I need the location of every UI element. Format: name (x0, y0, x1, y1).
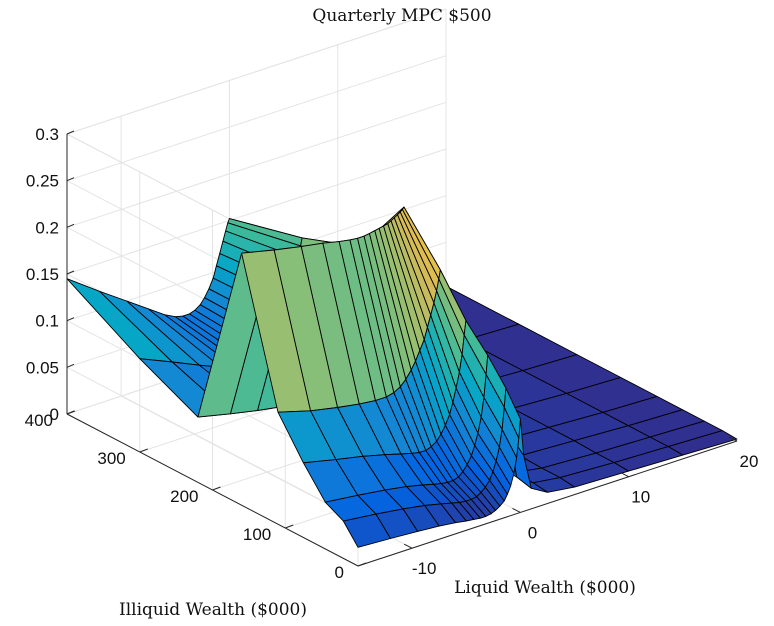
grid-line (66, 8, 447, 135)
grid-line (66, 148, 447, 275)
y-tick (285, 524, 294, 529)
z-tick-label: 0.3 (35, 125, 59, 144)
z-tick (66, 223, 75, 228)
x-tick (620, 472, 629, 478)
x-tick-label: 20 (740, 452, 759, 471)
y-tick-label: 0 (335, 563, 344, 582)
z-tick-label: 0.05 (26, 358, 59, 377)
y-tick (66, 410, 76, 415)
z-tick (66, 177, 75, 182)
grid-line (66, 55, 447, 182)
z-tick (66, 270, 75, 275)
y-tick-label: 100 (243, 525, 271, 544)
z-tick-label: 0.15 (26, 265, 59, 284)
y-axis-label: Illiquid Wealth ($000) (119, 600, 307, 620)
y-tick (357, 562, 367, 567)
z-tick-label: 0.25 (26, 172, 59, 191)
y-tick (212, 486, 221, 491)
y-tick-label: 200 (170, 487, 198, 506)
x-axis-line (357, 440, 738, 567)
tick-labels: 0 0.05 0.1 0.15 0.2 0.25 0.3 0 100 200 300 400 -10 0 1… (25, 125, 759, 582)
x-tick-label: 10 (631, 488, 650, 507)
z-tick-label: 0 (50, 405, 59, 424)
z-tick-label: 0.1 (35, 312, 59, 331)
chart-title: Quarterly MPC $500 (312, 6, 491, 26)
z-tick (66, 130, 75, 135)
z-tick (66, 317, 75, 322)
y-tick-label: 400 (25, 411, 53, 430)
x-tick-label: 0 (528, 523, 537, 542)
x-tick (403, 543, 413, 549)
x-tick (728, 436, 738, 442)
surface-face (342, 513, 391, 548)
y-tick (139, 448, 148, 453)
x-axis-label: Liquid Wealth ($000) (454, 578, 636, 598)
x-tick (512, 507, 521, 513)
surface-mesh (66, 206, 738, 548)
x-tick-label: -10 (412, 559, 437, 578)
axes-lines (66, 130, 738, 567)
z-tick (66, 363, 75, 368)
y-tick-label: 300 (97, 449, 125, 468)
grid-line (66, 101, 447, 228)
z-tick-label: 0.2 (35, 218, 59, 237)
